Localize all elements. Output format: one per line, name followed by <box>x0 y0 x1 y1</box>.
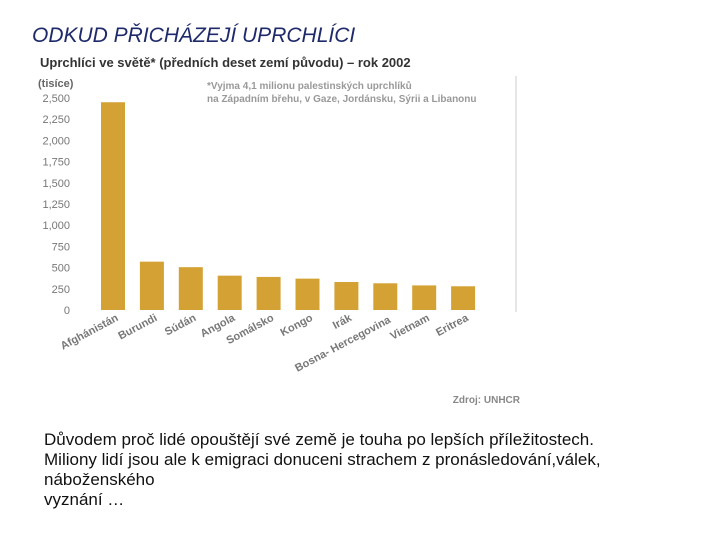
body-line-1: Důvodem proč lidé opouštějí své země je … <box>44 430 594 449</box>
x-tick-label: Burundi <box>116 312 159 342</box>
chart-footnote-line-1: *Vyjma 4,1 milionu palestinských uprchlí… <box>207 80 412 92</box>
slide-title: ODKUD PŘICHÁZEJÍ UPRCHLÍCI <box>32 24 356 47</box>
bars <box>101 102 476 311</box>
body-line-4: vyznání … <box>44 490 125 509</box>
bar <box>451 286 476 310</box>
body-text: Důvodem proč lidé opouštějí své země je … <box>44 430 704 510</box>
bar <box>295 278 320 310</box>
chart-footnote-line-2: na Západním břehu, v Gaze, Jordánsku, Sý… <box>207 94 477 105</box>
y-tick-label: 1,000 <box>42 220 70 232</box>
chart-title: Uprchlíci ve světě* (předních deset zemí… <box>40 55 411 70</box>
x-tick-label: Vietnam <box>388 312 431 343</box>
y-tick-label: 2,500 <box>42 93 70 105</box>
bar <box>178 267 203 310</box>
bar <box>101 102 125 311</box>
body-line-2: Miliony lidí jsou ale k emigraci donucen… <box>44 450 601 469</box>
y-tick-label: 0 <box>64 305 70 317</box>
y-tick-label: 1,250 <box>42 199 70 211</box>
x-tick-label: Afghánistán <box>59 312 121 353</box>
bar <box>412 285 437 310</box>
y-tick-label: 2,250 <box>42 114 70 126</box>
bar <box>217 275 242 310</box>
y-tick-label: 500 <box>52 263 70 275</box>
y-tick-label: 2,000 <box>42 135 70 147</box>
y-axis-unit-label: (tisíce) <box>38 78 74 90</box>
y-tick-label: 1,750 <box>42 157 70 169</box>
y-tick-label: 1,500 <box>42 178 70 190</box>
bar <box>139 261 164 310</box>
bar <box>373 283 398 310</box>
body-line-3: náboženského <box>44 470 155 489</box>
x-tick-label: Kongo <box>279 312 316 339</box>
refugee-bar-chart: Uprchlíci ve světě* (předních deset zemí… <box>38 55 521 406</box>
y-tick-label: 250 <box>52 284 70 296</box>
y-tick-label: 750 <box>52 241 70 253</box>
x-tick-label: Súdán <box>163 312 199 339</box>
x-tick-label: Irák <box>331 312 355 332</box>
chart-source: Zdroj: UNHCR <box>453 395 521 406</box>
x-tick-label: Eritrea <box>434 312 471 339</box>
bar <box>334 282 359 310</box>
y-axis-ticks: 0 250 500 750 1,000 1,250 1,500 1,750 2,000 2,250… <box>42 93 70 317</box>
bar <box>256 276 281 310</box>
